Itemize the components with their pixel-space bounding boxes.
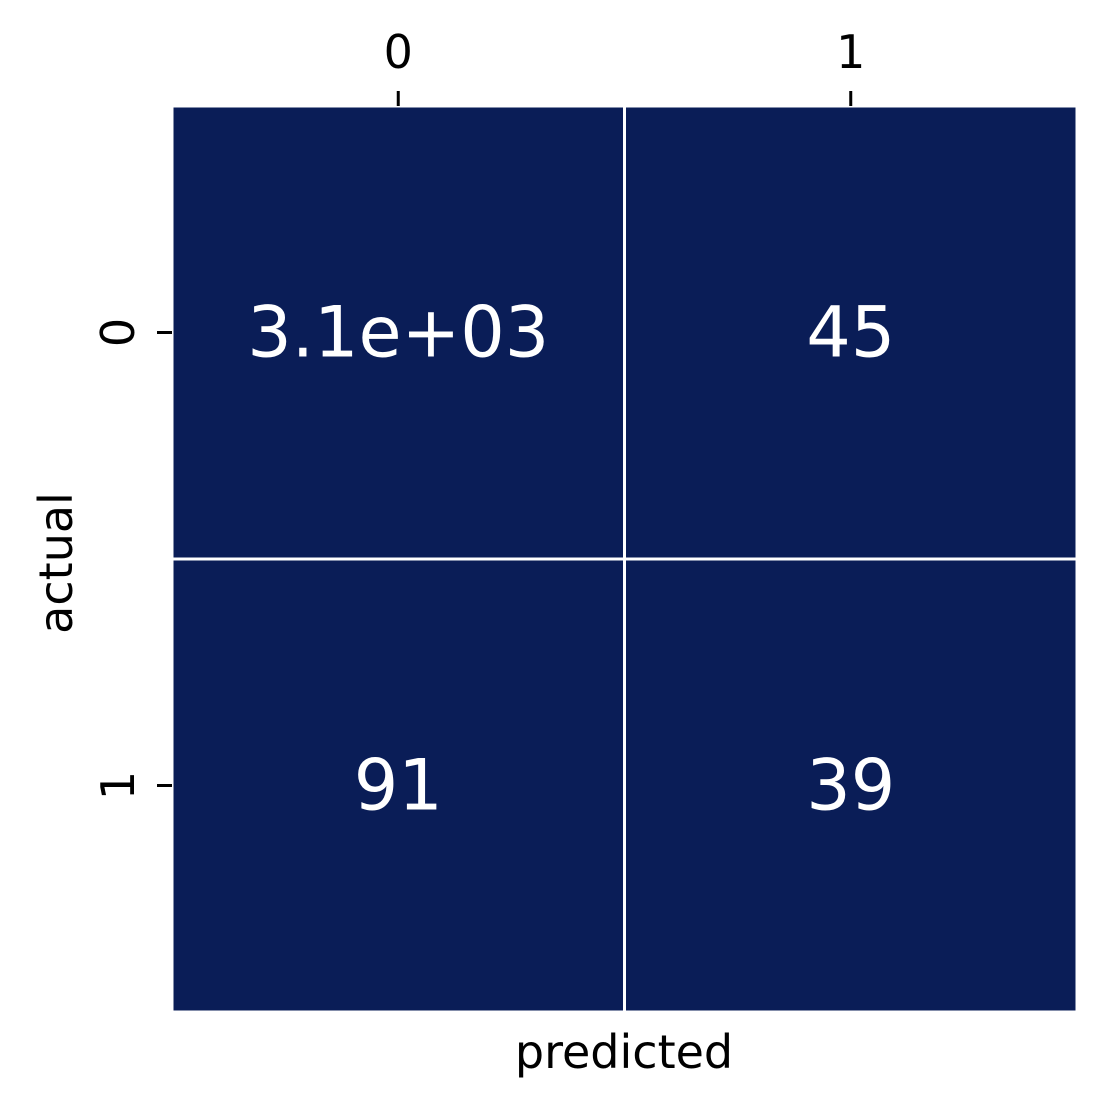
y-tick-label-0: 0 xyxy=(91,318,145,347)
cell-annotation-0-1: 45 xyxy=(806,292,895,374)
x-tick-label-0: 0 xyxy=(384,25,413,79)
y-axis-label: actual xyxy=(29,492,83,634)
x-tick-label-1: 1 xyxy=(836,25,865,79)
cell-annotation-0-0: 3.1e+03 xyxy=(247,292,549,374)
y-tick-label-1: 1 xyxy=(91,771,145,800)
heatmap-cell-1-1 xyxy=(623,557,1079,1014)
heatmap-cells xyxy=(170,104,1079,1014)
cell-annotation-1-1: 39 xyxy=(806,745,895,827)
cell-annotations: 3.1e+03 45 91 39 xyxy=(247,292,895,827)
heatmap-cell-1-0 xyxy=(170,557,626,1014)
heatmap-cell-0-0 xyxy=(170,104,626,561)
cell-annotation-1-0: 91 xyxy=(354,745,443,827)
y-axis-ticks: 01 xyxy=(91,318,172,800)
x-axis-label: predicted xyxy=(515,1025,733,1079)
heatmap-cell-0-1 xyxy=(623,104,1079,561)
